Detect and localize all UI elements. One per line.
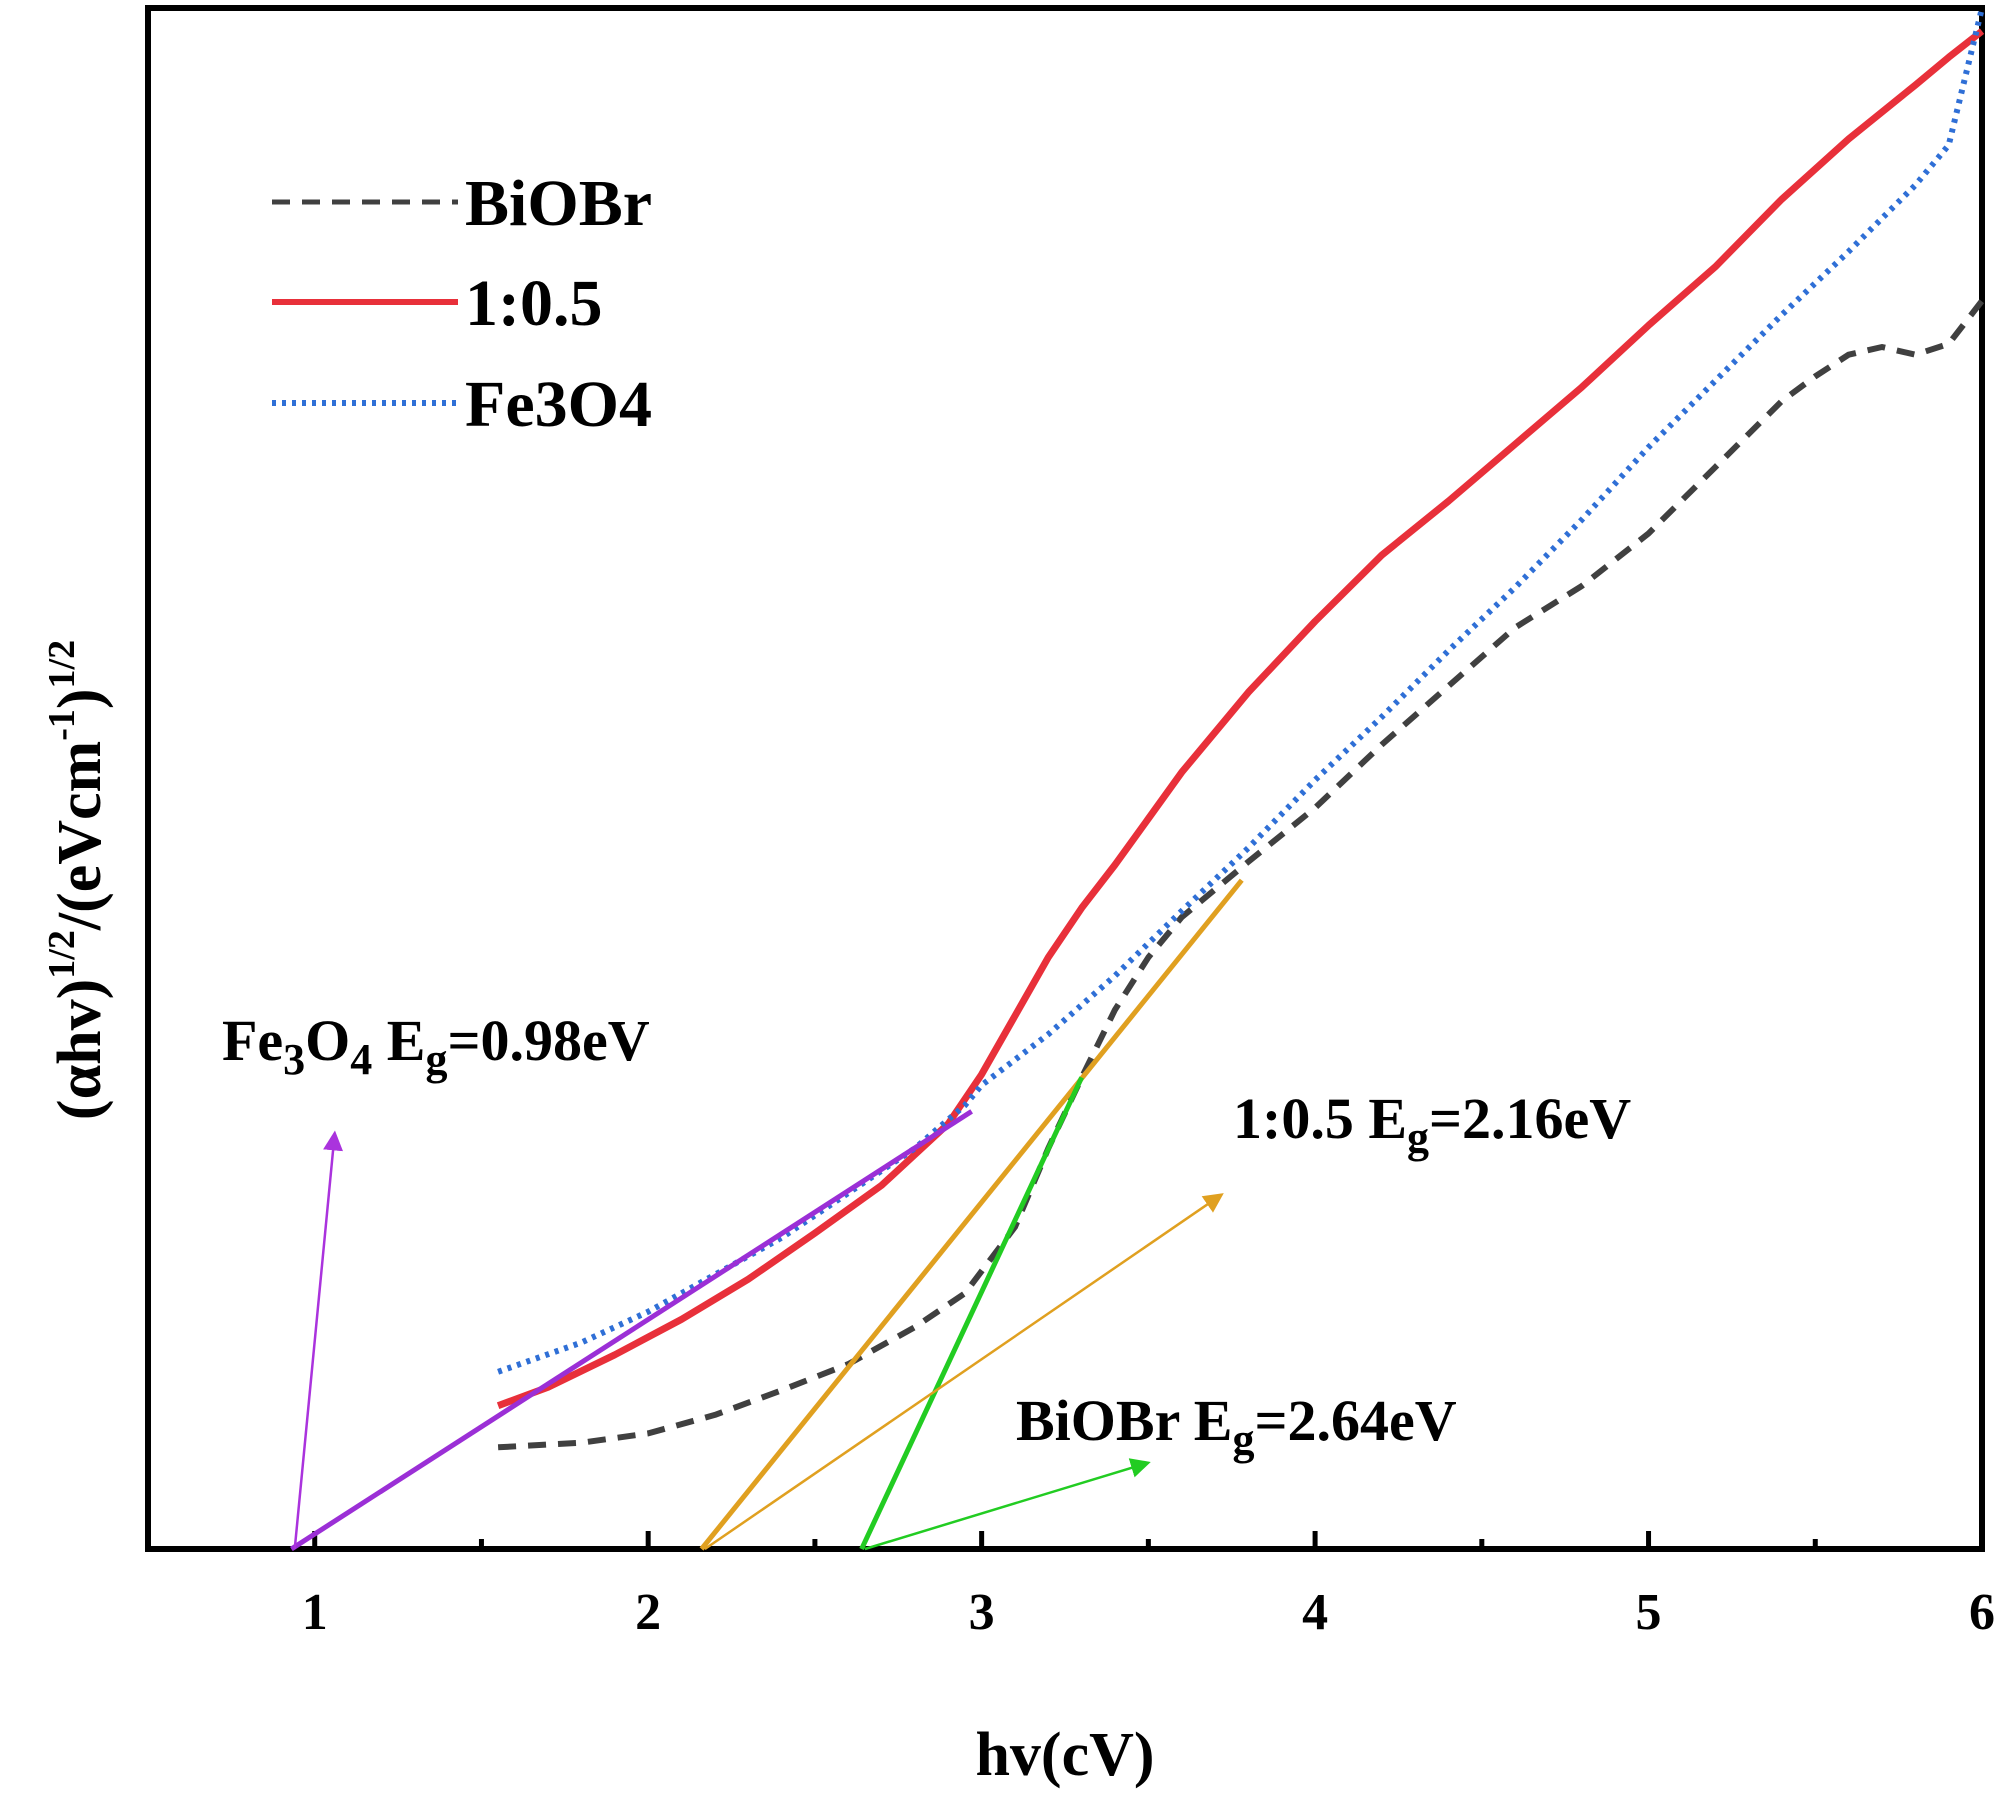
- series-layer: [496, 7, 1985, 1451]
- annotation-fe3o4-bandgap: Fe3O4 Eg=0.98eV: [222, 1008, 650, 1084]
- annotation-arrows: [293, 1130, 1224, 1551]
- annotation-arrow-biobr: [864, 1458, 1151, 1551]
- annotation-biobr-bandgap: BiOBr Eg=2.64eV: [1016, 1388, 1457, 1464]
- series-line-fe3o4: [497, 7, 1985, 1375]
- legend-label-fe3o4: Fe3O4: [465, 368, 652, 441]
- x-axis-tick-labels: 1 2 3 4 5 6: [302, 1584, 1995, 1641]
- legend: BiOBr 1:0.5 Fe3O4: [272, 167, 652, 441]
- series-line-1-0-5: [496, 28, 1985, 1409]
- annotation-arrow-fe3o4: [293, 1130, 344, 1550]
- x-axis-title: hv(cV): [975, 1721, 1154, 1789]
- y-axis-title: (αhv)1/2/(eVcm-1)1/2: [41, 640, 114, 1120]
- legend-label-1-0-5: 1:0.5: [465, 267, 602, 340]
- tangent-layer: [290, 878, 1244, 1552]
- biobr-tangent-line: [859, 1076, 1084, 1551]
- annotation-arrow-composite: [704, 1193, 1224, 1551]
- annotation-composite-bandgap: 1:0.5 Eg=2.16eV: [1233, 1086, 1631, 1162]
- 1-0-5-tangent-line: [699, 878, 1244, 1551]
- x-tick-label: 4: [1302, 1584, 1328, 1641]
- legend-label-biobr: BiOBr: [465, 167, 652, 240]
- x-tick-label: 3: [969, 1584, 995, 1641]
- x-tick-label: 6: [1969, 1584, 1995, 1641]
- y-axis-title-group: (αhv)1/2/(eVcm-1)1/2: [41, 640, 114, 1120]
- fe3o4-tangent-line: [290, 1109, 973, 1552]
- series-line-biobr: [497, 298, 1985, 1451]
- plot-frame: [145, 5, 1985, 1552]
- x-tick-label: 2: [635, 1584, 661, 1641]
- x-tick-label: 5: [1636, 1584, 1662, 1641]
- x-axis-ticks: [312, 1531, 1985, 1549]
- x-tick-label: 1: [302, 1584, 328, 1641]
